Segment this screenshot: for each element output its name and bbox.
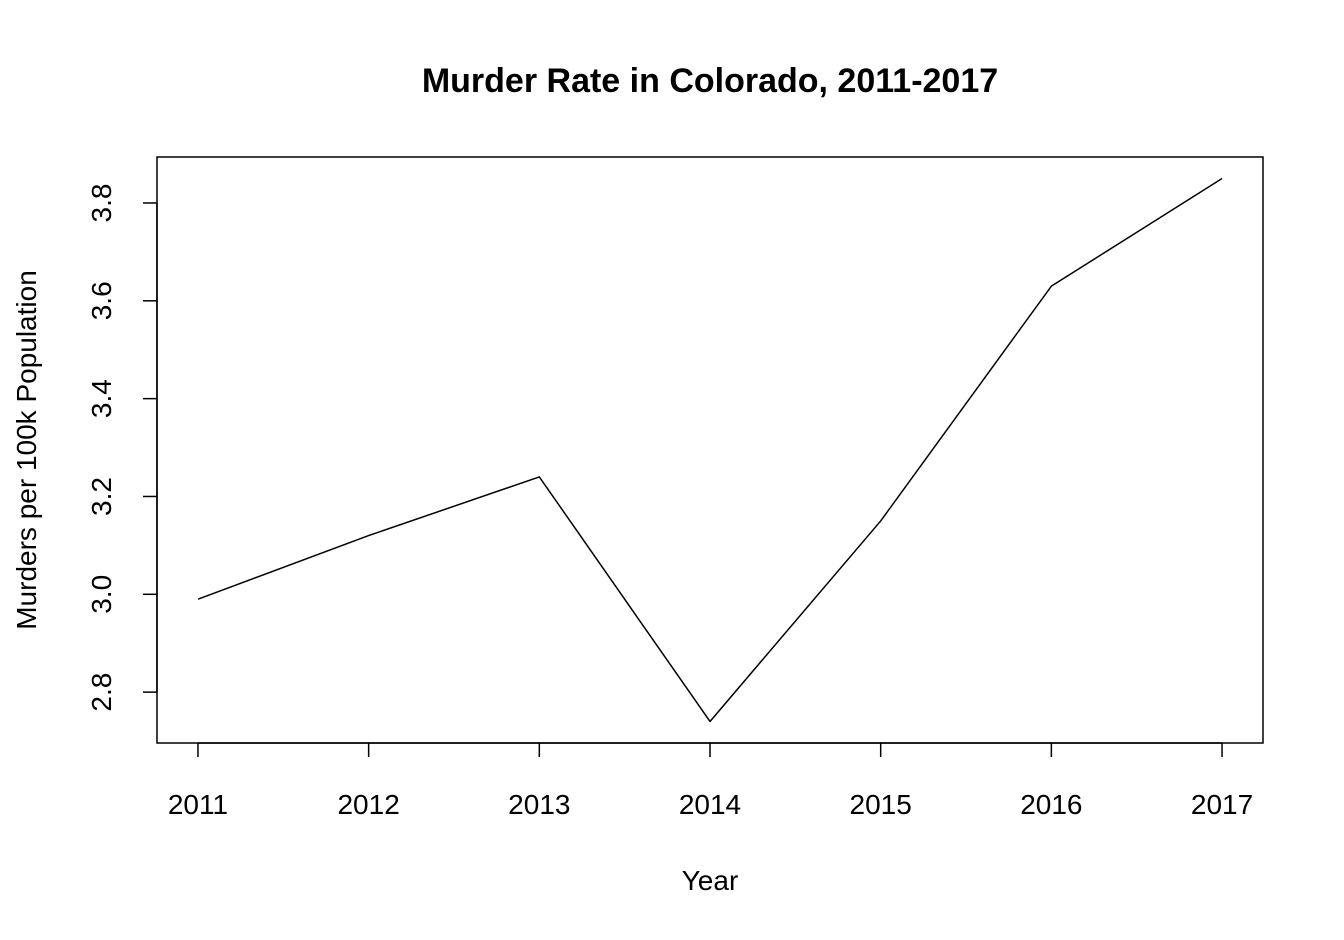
x-tick-label: 2012 (337, 789, 399, 820)
y-tick-label: 3.0 (86, 575, 117, 614)
plot-frame (156, 156, 1264, 744)
x-axis: 2011 2012 2013 2014 2015 2016 2017 (168, 742, 1253, 820)
y-tick-label: 3.2 (86, 477, 117, 516)
y-tick-label: 2.8 (86, 673, 117, 712)
x-tick-label: 2014 (679, 789, 741, 820)
y-tick-label: 3.8 (86, 184, 117, 223)
x-tick-label: 2016 (1020, 789, 1082, 820)
y-axis-label: Murders per 100k Population (11, 270, 42, 630)
x-tick-label: 2017 (1191, 789, 1253, 820)
series-group (197, 177, 1223, 723)
y-tick-label: 3.4 (86, 379, 117, 418)
x-tick-label: 2015 (850, 789, 912, 820)
series-line (197, 177, 1223, 723)
x-tick-label: 2011 (168, 789, 228, 820)
y-tick-label: 3.6 (86, 281, 117, 320)
x-axis-label: Year (682, 865, 739, 896)
y-axis: 2.8 3.0 3.2 3.4 3.6 3.8 (86, 184, 158, 712)
chart-title: Murder Rate in Colorado, 2011-2017 (422, 62, 998, 100)
x-tick-label: 2013 (508, 789, 570, 820)
